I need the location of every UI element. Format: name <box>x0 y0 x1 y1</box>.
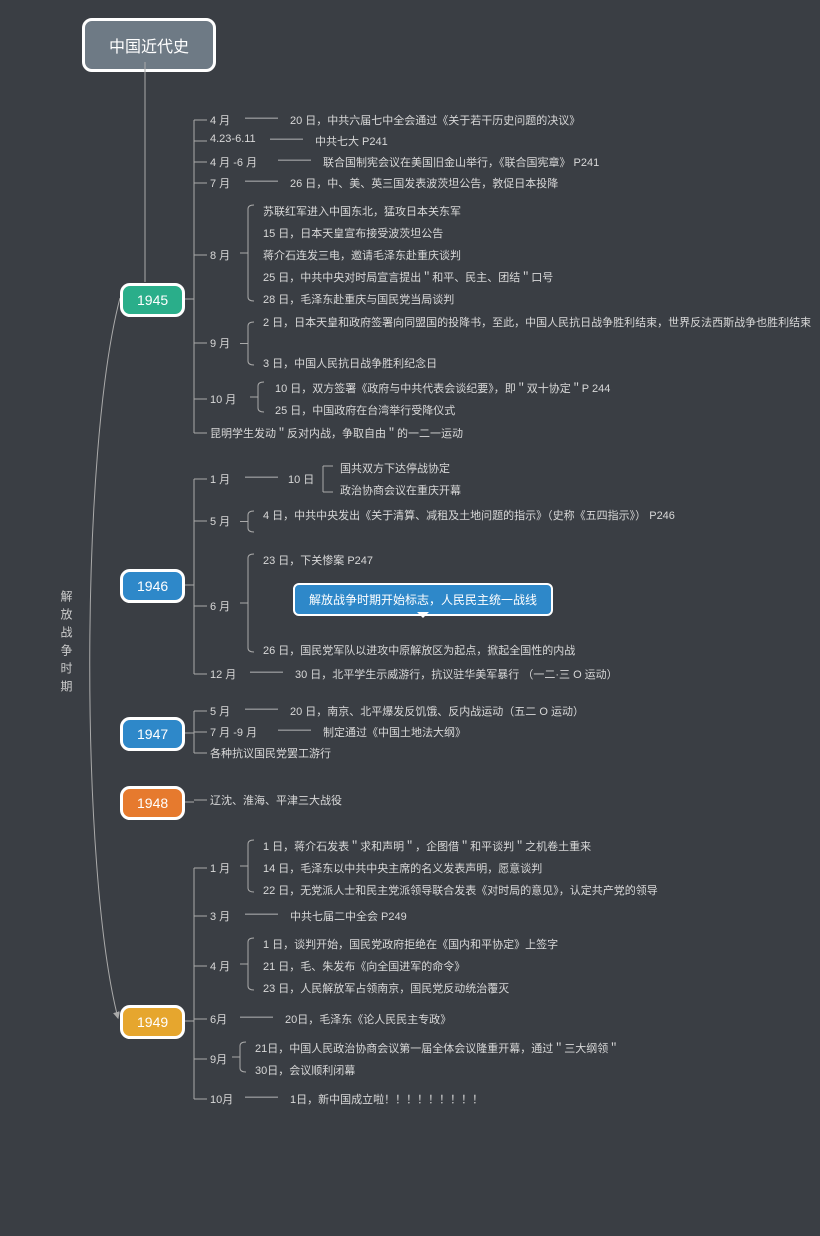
event-text: 21日，中国人民政治协商会议第一届全体会议隆重开幕，通过＂三大纲领＂ <box>255 1040 619 1056</box>
event-text: 25 日，中国政府在台湾举行受降仪式 <box>275 402 455 418</box>
dash: ——— <box>245 175 278 187</box>
event-text: 昆明学生发动＂反对内战，争取自由＂的一二一运动 <box>210 425 463 441</box>
event-text: 23 日，人民解放军占领南京，国民党反动统治覆灭 <box>263 980 509 996</box>
year-box: 1945 <box>120 283 185 317</box>
period-label: 解放战争时期 <box>58 590 75 698</box>
event-text: 21 日，毛、朱发布《向全国进军的命令》 <box>263 958 465 974</box>
event-text: 22 日，无党派人士和民主党派领导联合发表《对时局的意见》，认定共产党的领导 <box>263 882 658 898</box>
dash: ——— <box>245 1091 278 1103</box>
month-label: 6 月 <box>210 598 230 614</box>
dash: ——— <box>278 724 311 736</box>
event-text: 政治协商会议在重庆开幕 <box>340 482 461 498</box>
event-text: 中共七大 P241 <box>315 133 388 149</box>
dash: ——— <box>245 112 278 124</box>
month-label: 1 月 <box>210 860 230 876</box>
event-text: 28 日，毛泽东赴重庆与国民党当局谈判 <box>263 291 454 307</box>
event-text: 1 日，蒋介石发表＂求和声明＂，企图借＂和平谈判＂之机卷土重来 <box>263 838 591 854</box>
event-text: 制定通过《中国土地法大纲》 <box>323 724 466 740</box>
event-text: 3 日，中国人民抗日战争胜利纪念日 <box>263 355 437 371</box>
month-label: 6月 <box>210 1011 227 1027</box>
event-text: 中共七届二中全会 P249 <box>290 908 407 924</box>
month-label: 8 月 <box>210 247 230 263</box>
event-text: 30 日，北平学生示威游行，抗议驻华美军暴行 （一二·三 O 运动） <box>295 666 618 682</box>
year-box: 1947 <box>120 717 185 751</box>
month-label: 4 月 <box>210 958 230 974</box>
event-text: 联合国制宪会议在美国旧金山举行，《联合国宪章》 P241 <box>323 154 599 170</box>
year-box: 1948 <box>120 786 185 820</box>
month-label: 4 月 -6 月 <box>210 154 257 170</box>
event-text: 26 日，国民党军队以进攻中原解放区为起点，掀起全国性的内战 <box>263 642 575 658</box>
dash: ——— <box>278 154 311 166</box>
month-label: 7 月 -9 月 <box>210 724 257 740</box>
event-text: 15 日，日本天皇宣布接受波茨坦公告 <box>263 225 443 241</box>
event-text: 14 日，毛泽东以中共中央主席的名义发表声明，愿意谈判 <box>263 860 542 876</box>
dash: ——— <box>250 666 283 678</box>
event-text: 4 日，中共中央发出《关于清算、减租及土地问题的指示》（史称《五四指示》） P2… <box>263 509 820 524</box>
event-text: 2 日，日本天皇和政府签署向同盟国的投降书，至此，中国人民抗日战争胜利结束，世界… <box>263 316 820 331</box>
event-text: 25 日，中共中央对时局宣言提出＂和平、民主、团结＂口号 <box>263 269 553 285</box>
dash: ——— <box>245 703 278 715</box>
dash: ——— <box>245 471 278 483</box>
month-label: 5 月 <box>210 703 230 719</box>
event-text: 蒋介石连发三电，邀请毛泽东赴重庆谈判 <box>263 247 461 263</box>
event-text: 23 日，下关惨案 P247 <box>263 552 373 568</box>
event-text: 1 日，谈判开始，国民党政府拒绝在《国内和平协定》上签字 <box>263 936 558 952</box>
event-text: 20 日，南京、北平爆发反饥饿、反内战运动（五二 O 运动） <box>290 703 584 719</box>
month-label: 9月 <box>210 1051 227 1067</box>
event-text: 10 日，双方签署《政府与中共代表会谈纪要》，即＂双十协定＂P 244 <box>275 380 610 396</box>
month-label: 9 月 <box>210 335 230 351</box>
year-box: 1946 <box>120 569 185 603</box>
event-text: 26 日，中、美、英三国发表波茨坦公告，敦促日本投降 <box>290 175 558 191</box>
event-text: 20 日，中共六届七中全会通过《关于若干历史问题的决议》 <box>290 112 580 128</box>
dash: ——— <box>240 1011 273 1023</box>
month-label: 7 月 <box>210 175 230 191</box>
callout-highlight: 解放战争时期开始标志，人民民主统一战线 <box>293 583 553 616</box>
month-label: 10 月 <box>210 391 236 407</box>
dash: ——— <box>270 133 303 145</box>
month-label: 12 月 <box>210 666 236 682</box>
month-label: 4.23-6.11 <box>210 133 256 145</box>
title-box: 中国近代史 <box>82 18 216 72</box>
event-text: 20日，毛泽东《论人民民主专政》 <box>285 1011 451 1027</box>
event-text: 1日，新中国成立啦！！！！！！！！！ <box>290 1091 483 1107</box>
event-text: 苏联红军进入中国东北，猛攻日本关东军 <box>263 203 461 219</box>
month-label: 10月 <box>210 1091 233 1107</box>
event-text: 30日，会议顺利闭幕 <box>255 1062 355 1078</box>
event-text: 国共双方下达停战协定 <box>340 460 450 476</box>
event-text: 辽沈、淮海、平津三大战役 <box>210 792 342 808</box>
dash: ——— <box>245 908 278 920</box>
event-text: 10 日 <box>288 471 314 487</box>
event-text: 各种抗议国民党罢工游行 <box>210 745 331 761</box>
month-label: 4 月 <box>210 112 230 128</box>
year-box: 1949 <box>120 1005 185 1039</box>
month-label: 1 月 <box>210 471 230 487</box>
month-label: 5 月 <box>210 513 230 529</box>
month-label: 3 月 <box>210 908 230 924</box>
